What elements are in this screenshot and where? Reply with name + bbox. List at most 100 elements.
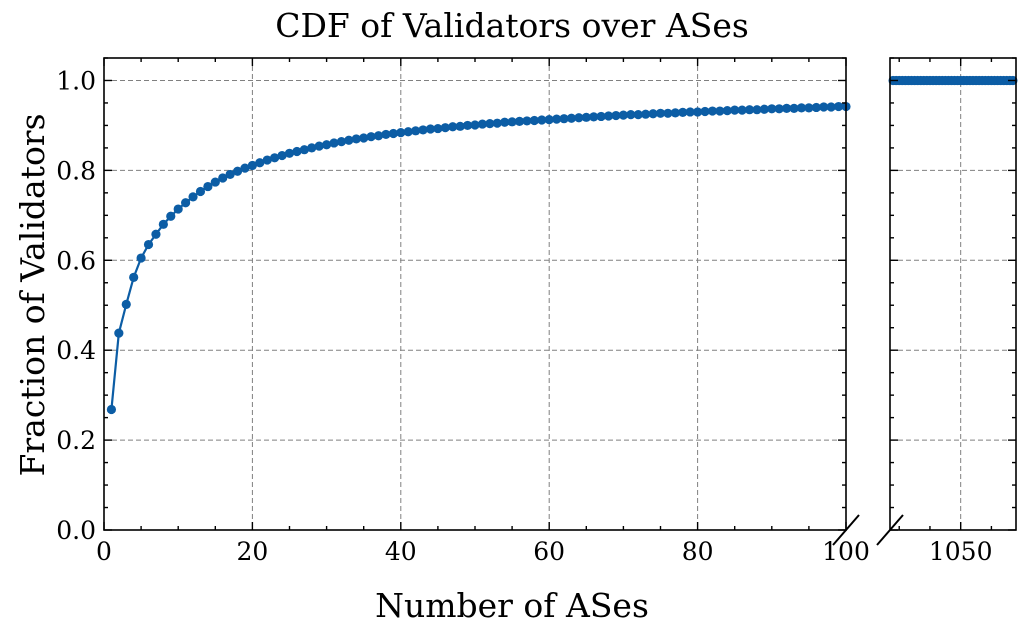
data-point [826, 102, 836, 112]
data-point [173, 204, 183, 214]
data-point [210, 177, 220, 187]
y-axis-label: Fraction of Validators [13, 113, 52, 476]
data-point [195, 186, 206, 197]
data-point [759, 104, 769, 114]
x-tick-label: 0 [96, 537, 112, 566]
chart-title: CDF of Validators over ASes [275, 6, 749, 45]
data-point [477, 119, 488, 129]
data-point [611, 110, 621, 121]
data-point [655, 108, 666, 118]
data-point [322, 140, 332, 150]
data-point [685, 107, 695, 117]
data-point [789, 103, 799, 113]
data-point [641, 109, 651, 119]
data-point [143, 239, 154, 250]
data-point [411, 126, 421, 136]
data-point [596, 111, 606, 122]
x-tick-label: 20 [236, 537, 268, 566]
x-tick-label: 80 [682, 537, 714, 566]
y-tick-label: 0.2 [56, 426, 96, 455]
data-point [782, 103, 792, 113]
data-point [403, 127, 413, 137]
data-point [448, 122, 458, 132]
data-point [566, 113, 577, 123]
data-point [833, 101, 844, 112]
data-point [774, 104, 784, 114]
data-point [552, 114, 562, 124]
x-tick-label: 100 [822, 537, 870, 566]
data-point [277, 150, 287, 161]
data-point [225, 169, 235, 180]
data-point [707, 106, 718, 116]
data-point [396, 128, 406, 138]
data-point [359, 133, 369, 143]
data-point [648, 109, 658, 119]
y-tick-label: 0.8 [56, 156, 96, 185]
data-point [589, 112, 599, 122]
data-point [804, 103, 814, 113]
series-line-1 [110, 105, 846, 410]
data-point [811, 102, 821, 113]
data-point [470, 120, 480, 130]
data-point [247, 160, 257, 171]
data-point [307, 143, 317, 153]
data-point [693, 107, 703, 117]
data-point [522, 116, 532, 126]
x-tick-label: 1050 [929, 537, 993, 566]
data-point [381, 129, 391, 140]
data-point [314, 141, 324, 151]
y-tick-label: 0.0 [56, 516, 96, 545]
data-point [767, 104, 777, 114]
data-point [492, 118, 502, 128]
data-point [796, 103, 807, 113]
data-point [574, 113, 584, 123]
data-point [299, 145, 309, 155]
data-point [752, 105, 762, 115]
data-point [114, 328, 124, 338]
data-point [678, 107, 688, 117]
data-point [462, 120, 473, 131]
data-point [292, 146, 302, 157]
x-tick-label: 60 [533, 537, 565, 566]
data-point [166, 211, 176, 221]
data-point [633, 110, 643, 120]
data-point [232, 166, 243, 176]
data-point [455, 121, 465, 131]
data-point [121, 299, 131, 309]
x-axis-label: Number of ASes [375, 586, 649, 625]
data-point [188, 192, 198, 202]
data-point [366, 132, 376, 142]
tick-labels: 0.0 0.2 0.4 0.6 0.8 1.0 0 20 40 60 80 100 1050 [56, 66, 992, 566]
y-tick-label: 0.4 [56, 336, 96, 365]
data-point [514, 116, 525, 126]
data-point [529, 115, 539, 126]
data-point [737, 105, 747, 115]
data-point [722, 105, 732, 116]
data-point [581, 112, 591, 122]
data-point [262, 155, 272, 165]
data-point [559, 114, 569, 124]
series-layer [106, 75, 1018, 415]
y-tick-label: 0.6 [56, 246, 96, 275]
data-point [730, 105, 740, 115]
data-point [418, 125, 428, 135]
data-point [485, 119, 495, 129]
data-point [819, 102, 829, 112]
data-point [284, 148, 295, 158]
data-point [715, 106, 725, 116]
data-point [537, 115, 547, 125]
data-point [336, 137, 347, 147]
data-point [373, 131, 384, 141]
axes-layer [103, 57, 1017, 546]
axes-frame-2 [889, 57, 1017, 531]
axis-break-mark [832, 514, 860, 546]
data-point [344, 135, 354, 145]
data-point [255, 158, 265, 168]
data-point [129, 272, 139, 282]
data-point [218, 173, 228, 183]
data-point [240, 163, 250, 173]
data-point [544, 114, 554, 125]
data-point [425, 124, 436, 134]
x-tick-label: 40 [385, 537, 417, 566]
